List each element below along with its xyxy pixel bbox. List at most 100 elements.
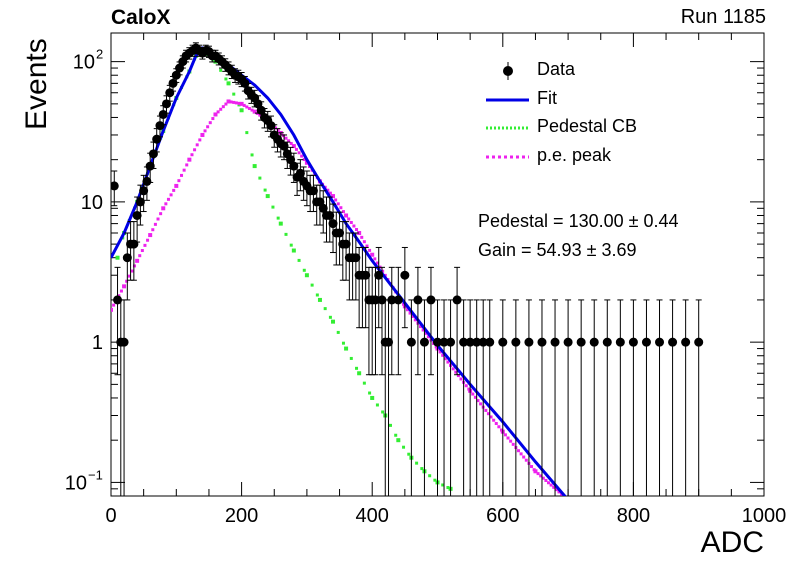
- data-point: [335, 228, 345, 238]
- pedestal-cb-dot: [394, 433, 398, 437]
- data-point: [158, 109, 168, 119]
- pe-peak-point: [174, 183, 179, 188]
- pe-peak-dot: [326, 188, 330, 192]
- legend-marker-data: [503, 66, 513, 76]
- data-point: [446, 337, 456, 347]
- pedestal-cb-dot: [310, 283, 314, 287]
- pe-peak-dot: [459, 377, 463, 381]
- data-point: [289, 161, 299, 171]
- data-point: [413, 295, 423, 305]
- pe-peak-dot: [554, 488, 558, 492]
- pe-peak-dot: [549, 483, 553, 487]
- pedestal-cb-point: [252, 164, 257, 169]
- pe-peak-dot: [492, 418, 496, 422]
- pedestal-cb-dot: [428, 474, 432, 478]
- pe-peak-dot: [486, 412, 490, 416]
- pe-peak-dot: [242, 103, 246, 107]
- legend-label-pedestal: Pedestal CB: [537, 116, 638, 136]
- x-tick-label: 400: [356, 505, 389, 527]
- pe-peak-dot: [219, 107, 223, 111]
- pedestal-cb-dot: [315, 293, 319, 297]
- data-point: [165, 88, 175, 98]
- pe-peak-dot: [352, 224, 356, 228]
- x-tick-label: 600: [486, 505, 519, 527]
- pe-peak-dot: [473, 395, 477, 399]
- pedestal-cb-dot: [441, 483, 445, 487]
- pe-peak-dot: [552, 485, 556, 489]
- pe-peak-dot: [349, 220, 353, 224]
- data-point: [419, 337, 429, 347]
- data-point: [668, 337, 678, 347]
- data-point: [325, 210, 335, 220]
- pe-peak-dot: [494, 421, 498, 425]
- pedestal-cb-dot: [381, 410, 385, 414]
- pe-peak-dot: [276, 128, 280, 132]
- pe-peak-dot: [497, 425, 501, 429]
- pe-peak-dot: [544, 478, 548, 482]
- data-point: [589, 337, 599, 347]
- y-tick-exponent: 2: [96, 47, 103, 62]
- pe-peak-dot: [211, 117, 215, 121]
- pe-peak-dot: [539, 474, 543, 478]
- gain-stat: Gain = 54.93 ± 3.69: [478, 240, 637, 260]
- pedestal-cb-dot: [271, 205, 275, 209]
- pe-peak-point: [161, 206, 166, 211]
- pe-peak-dot: [471, 392, 475, 396]
- pe-peak-dot: [294, 147, 298, 151]
- pedestal-cb-point: [265, 194, 270, 199]
- pe-peak-dot: [411, 314, 415, 318]
- pe-peak-dot: [441, 353, 445, 357]
- pe-peak-dot: [402, 302, 406, 306]
- pe-peak-point: [291, 144, 296, 149]
- data-point: [111, 181, 119, 191]
- pe-peak-dot: [216, 110, 220, 114]
- pe-peak-dot: [519, 452, 523, 456]
- y-tick-label: 1: [92, 332, 103, 354]
- pe-peak-point: [533, 469, 538, 474]
- pedestal-cb-point: [317, 297, 322, 302]
- pe-peak-dot: [547, 481, 551, 485]
- pe-peak-dot: [302, 157, 306, 161]
- pe-peak-dot: [424, 331, 428, 335]
- pedestal-cb-point: [357, 371, 362, 376]
- pedestal-cb-dot: [232, 92, 236, 96]
- pedestal-cb-dot: [237, 103, 241, 107]
- pe-peak-dot: [166, 197, 170, 201]
- pedestal-cb-dot: [407, 452, 411, 456]
- pedestal-cb-dot: [250, 153, 254, 157]
- pe-peak-dot: [247, 107, 251, 111]
- pe-peak-dot: [300, 154, 304, 158]
- data-point: [628, 337, 638, 347]
- pe-peak-dot: [159, 212, 163, 216]
- pe-peak-point: [304, 160, 309, 165]
- fit-line: [111, 46, 567, 496]
- data-point: [384, 337, 394, 347]
- data-point: [387, 295, 397, 305]
- pe-peak-dot: [413, 318, 417, 322]
- pe-peak-dot: [169, 193, 173, 197]
- pe-peak-dot: [221, 105, 225, 109]
- pe-peak-dot: [193, 148, 197, 152]
- pedestal-cb-point: [291, 248, 296, 253]
- pe-peak-dot: [232, 100, 236, 104]
- pe-peak-dot: [234, 101, 238, 105]
- pe-peak-dot: [198, 138, 202, 142]
- pe-peak-dot: [185, 163, 189, 167]
- pe-peak-dot: [334, 198, 338, 202]
- pe-peak-dot: [138, 254, 142, 258]
- pe-peak-dot: [509, 439, 513, 443]
- pe-peak-point: [122, 284, 127, 289]
- pe-peak-dot: [182, 168, 186, 172]
- pe-peak-dot: [381, 269, 385, 273]
- experiment-label: CaloX: [111, 6, 171, 29]
- pedestal-cb-point: [396, 438, 401, 443]
- pe-peak-dot: [365, 244, 369, 248]
- data-point: [308, 186, 318, 196]
- pedestal-cb-dot: [284, 232, 288, 236]
- pe-peak-dot: [557, 490, 561, 494]
- pe-peak-dot: [375, 261, 379, 265]
- pe-peak-dot: [328, 191, 332, 195]
- pe-peak-dot: [434, 345, 438, 349]
- pedestal-cb-dot: [362, 381, 366, 385]
- pe-peak-dot: [421, 328, 425, 332]
